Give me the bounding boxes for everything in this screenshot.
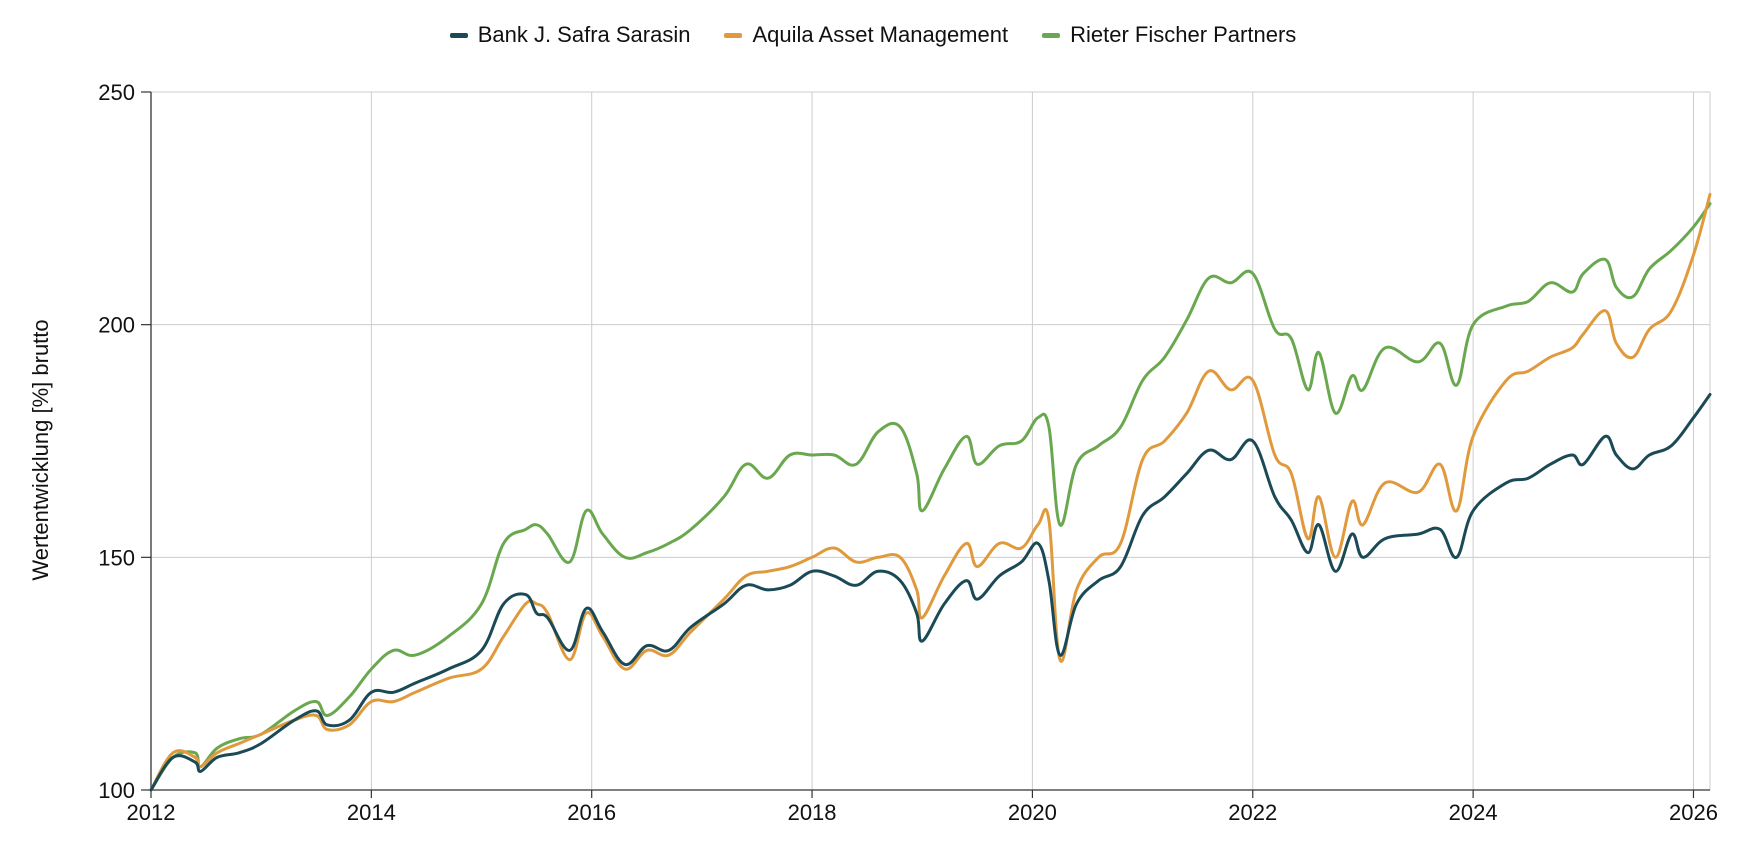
y-tick-label: 200 <box>98 313 135 338</box>
y-tick-label: 150 <box>98 545 135 570</box>
legend-item-sarasin[interactable]: Bank J. Safra Sarasin <box>449 22 691 48</box>
legend-swatch-sarasin <box>449 32 468 38</box>
x-tick-label: 2016 <box>567 800 616 825</box>
legend-swatch-aquila <box>724 32 743 38</box>
y-tick-label: 100 <box>98 778 135 803</box>
series-line-sarasin <box>149 393 1712 792</box>
series-line-rieter <box>149 202 1712 792</box>
tick-labels: 100 150 200 250 2012 2014 2016 2018 2020 2022 2024… <box>98 80 1718 825</box>
x-tick-label: 2020 <box>1008 800 1057 825</box>
x-tick-label: 2012 <box>127 800 176 825</box>
x-tick-label: 2014 <box>347 800 396 825</box>
legend: Bank J. Safra Sarasin Aquila Asset Manag… <box>0 22 1746 48</box>
x-tick-label: 2024 <box>1449 800 1498 825</box>
grid-layer <box>150 91 1711 791</box>
legend-swatch-rieter <box>1042 32 1061 38</box>
axes-layer <box>141 91 1710 798</box>
x-tick-label: 2018 <box>788 800 837 825</box>
series-line-aquila <box>149 192 1712 792</box>
x-tick-label: 2026 <box>1669 800 1718 825</box>
legend-label-rieter: Rieter Fischer Partners <box>1070 22 1297 47</box>
legend-label-sarasin: Bank J. Safra Sarasin <box>477 22 691 47</box>
y-tick-label: 250 <box>98 80 135 105</box>
legend-item-aquila[interactable]: Aquila Asset Management <box>724 22 1008 48</box>
legend-label-aquila: Aquila Asset Management <box>752 22 1009 47</box>
x-tick-label: 2022 <box>1228 800 1277 825</box>
legend-item-rieter[interactable]: Rieter Fischer Partners <box>1042 22 1296 48</box>
y-axis-title: Wertentwicklung [%] brutto <box>28 319 53 580</box>
series-layer <box>149 192 1712 792</box>
